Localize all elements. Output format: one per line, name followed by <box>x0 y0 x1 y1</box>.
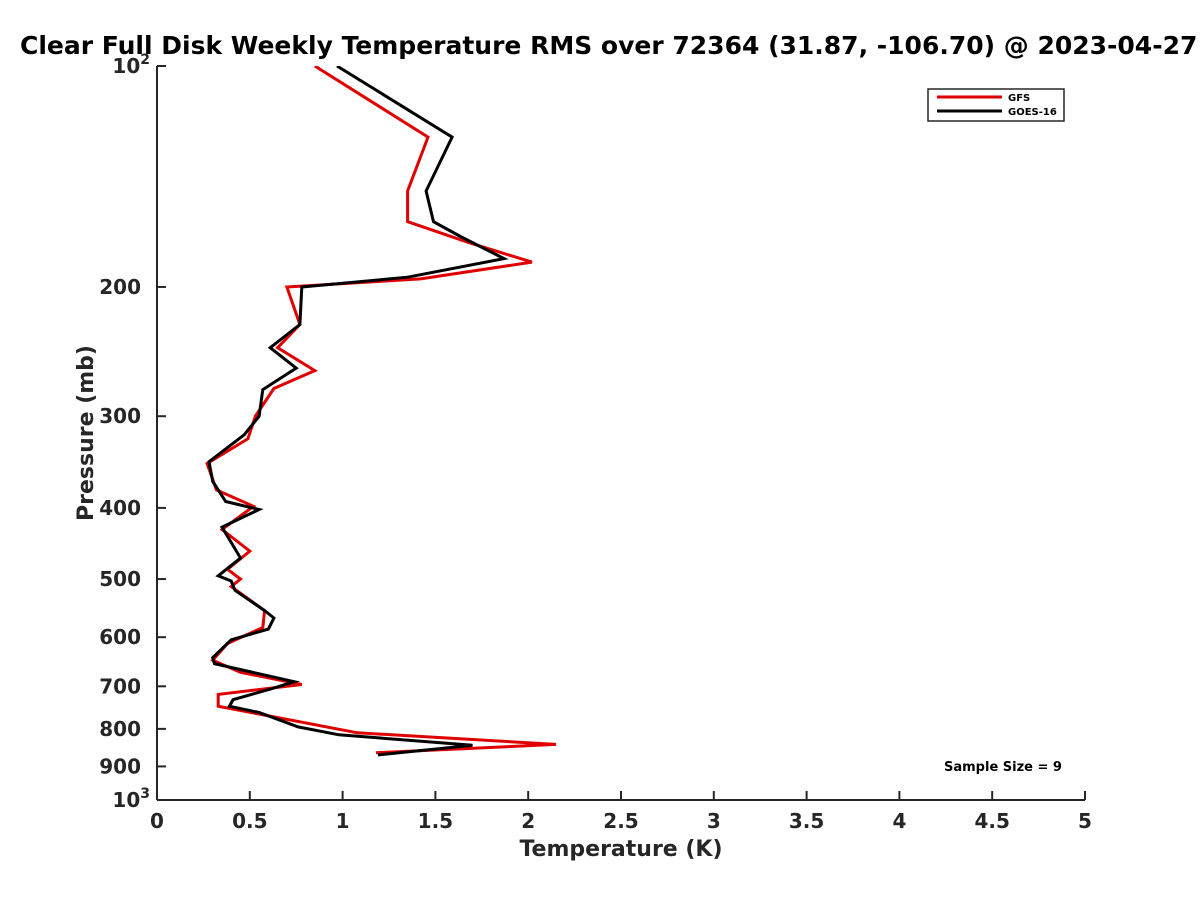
legend-label-goes-16: GOES-16 <box>1008 107 1057 118</box>
y-tick-label: 700 <box>99 674 141 698</box>
y-tick-label: 400 <box>99 496 141 520</box>
x-tick-label: 1.5 <box>418 809 453 833</box>
y-tick-label: 103 <box>112 786 150 812</box>
x-tick-label: 3.5 <box>789 809 824 833</box>
series-line-gfs <box>205 66 557 755</box>
y-tick-label: 102 <box>112 52 150 78</box>
plot-area: 0 0.5 1 1.5 2 2.5 3 3.5 4 4.5 5 102 200 300 400 500 600… <box>99 52 1092 833</box>
y-tick-label: 300 <box>99 404 141 428</box>
y-tick-label: 600 <box>99 625 141 649</box>
y-tick-label: 500 <box>99 567 141 591</box>
y-axis-label: Pressure (mb) <box>74 345 99 521</box>
x-tick-label: 1 <box>336 809 350 833</box>
x-tick-label: 0 <box>150 809 164 833</box>
legend-label-gfs: GFS <box>1008 93 1030 104</box>
sample-size-annotation: Sample Size = 9 <box>944 760 1062 775</box>
series-layer <box>205 66 557 757</box>
x-axis-label: Temperature (K) <box>519 837 722 862</box>
y-tick-label: 200 <box>99 275 141 299</box>
x-ticks: 0 0.5 1 1.5 2 2.5 3 3.5 4 4.5 5 <box>150 791 1092 833</box>
x-tick-label: 2.5 <box>603 809 638 833</box>
x-tick-label: 3 <box>707 809 721 833</box>
series-line-goes-16 <box>207 66 509 757</box>
y-tick-label: 900 <box>99 754 141 778</box>
legend: GFS GOES-16 <box>927 88 1065 122</box>
chart-title: Clear Full Disk Weekly Temperature RMS o… <box>20 31 1197 60</box>
x-tick-label: 4 <box>892 809 906 833</box>
x-tick-label: 4.5 <box>974 809 1009 833</box>
y-ticks: 102 200 300 400 500 600 700 800 900 103 <box>99 52 166 812</box>
x-tick-label: 2 <box>521 809 535 833</box>
legend-box <box>927 88 1065 122</box>
x-tick-label: 0.5 <box>232 809 267 833</box>
y-tick-label: 800 <box>99 717 141 741</box>
x-tick-label: 5 <box>1078 809 1092 833</box>
